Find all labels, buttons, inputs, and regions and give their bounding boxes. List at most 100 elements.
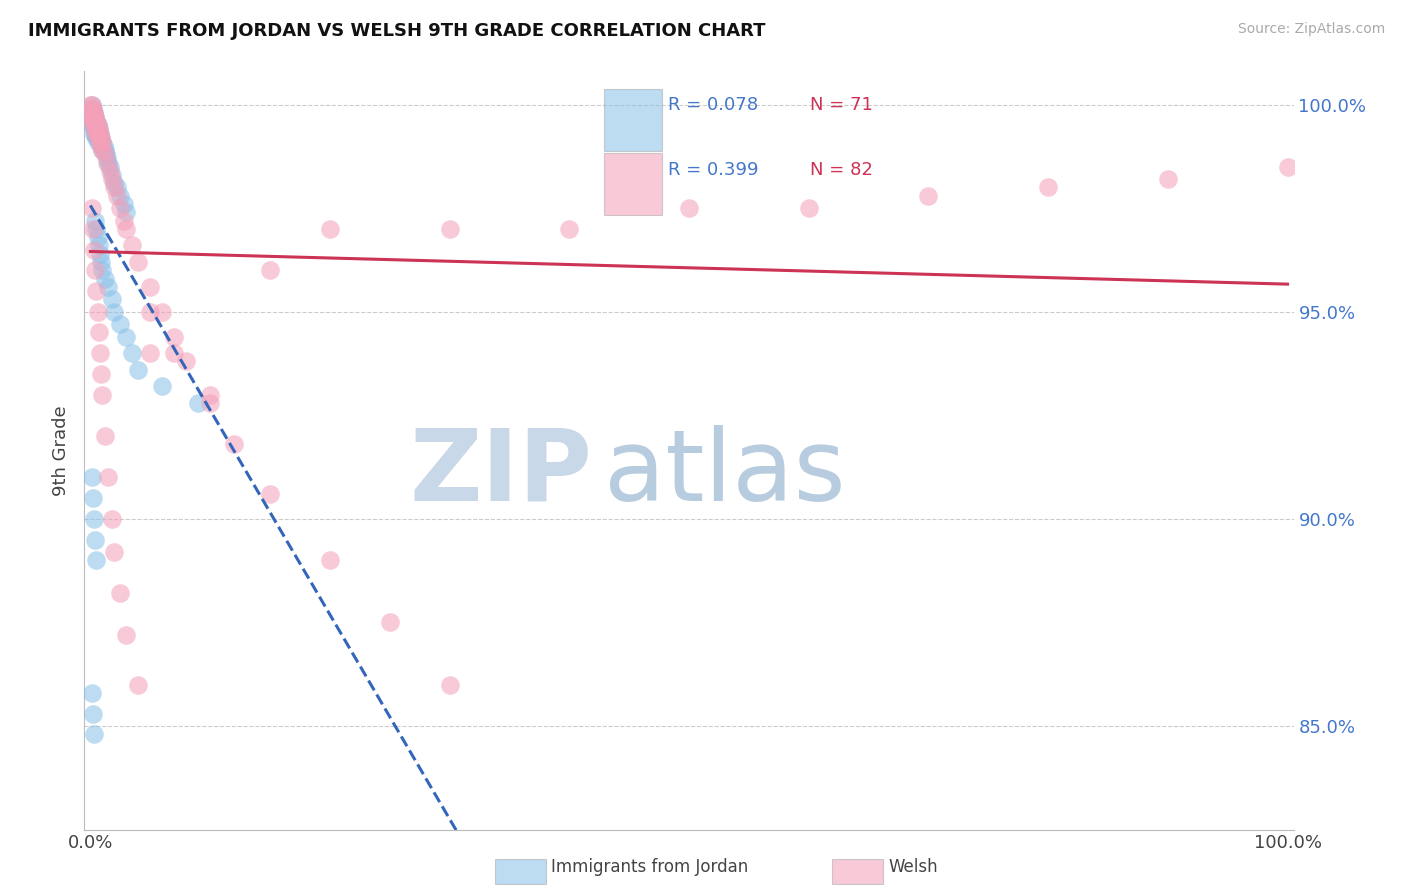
Point xyxy=(80,470,103,484)
Point xyxy=(90,139,112,153)
Point xyxy=(83,110,105,124)
Point xyxy=(82,706,104,721)
Point xyxy=(94,147,117,161)
Point xyxy=(97,280,120,294)
Text: N = 82: N = 82 xyxy=(810,161,873,178)
Point xyxy=(259,487,281,501)
Point xyxy=(82,114,104,128)
Point xyxy=(83,122,105,136)
Point xyxy=(174,354,197,368)
Point xyxy=(110,188,132,202)
Point xyxy=(93,271,115,285)
Point xyxy=(84,110,107,124)
Point xyxy=(89,346,111,360)
Text: ZIP: ZIP xyxy=(409,425,592,522)
Point xyxy=(82,491,104,505)
Point xyxy=(87,326,110,340)
Point xyxy=(82,110,104,124)
Point xyxy=(87,122,110,136)
Text: atlas: atlas xyxy=(605,425,846,522)
Point xyxy=(79,97,101,112)
Point xyxy=(1277,160,1299,174)
Point xyxy=(93,143,115,157)
Point xyxy=(127,677,149,691)
Point xyxy=(84,118,107,132)
Point xyxy=(89,135,111,149)
Point xyxy=(96,152,118,166)
Point xyxy=(101,168,124,182)
Point xyxy=(82,105,104,120)
Point xyxy=(84,110,107,124)
Point xyxy=(105,180,128,194)
Point xyxy=(80,102,103,116)
Point xyxy=(84,263,107,277)
Point xyxy=(115,329,138,343)
Point xyxy=(319,222,342,236)
Point xyxy=(89,135,111,149)
Point xyxy=(86,304,108,318)
Point xyxy=(82,118,104,132)
Point xyxy=(86,127,108,141)
Point xyxy=(86,135,108,149)
Point xyxy=(121,238,143,252)
Point xyxy=(86,122,108,136)
Point xyxy=(83,512,105,526)
Point xyxy=(319,553,342,567)
Point xyxy=(110,586,132,600)
Point xyxy=(80,105,103,120)
Point xyxy=(378,615,401,630)
Point xyxy=(91,143,114,157)
Point xyxy=(558,222,581,236)
Point xyxy=(80,110,103,124)
Point xyxy=(187,396,209,410)
Point xyxy=(82,105,104,120)
Point xyxy=(139,346,162,360)
Point xyxy=(1157,172,1180,186)
Text: R = 0.078: R = 0.078 xyxy=(668,96,758,114)
Point xyxy=(89,127,111,141)
Point xyxy=(80,110,103,124)
Point xyxy=(87,122,110,136)
Point xyxy=(91,135,114,149)
Point xyxy=(112,213,135,227)
Point xyxy=(80,686,103,700)
Point xyxy=(83,114,105,128)
Point xyxy=(83,114,105,128)
Point xyxy=(83,105,105,120)
Point xyxy=(80,105,103,120)
Point xyxy=(82,110,104,124)
Point xyxy=(110,317,132,331)
Point xyxy=(98,160,121,174)
Point xyxy=(80,102,103,116)
Point xyxy=(91,135,114,149)
FancyBboxPatch shape xyxy=(605,89,662,151)
Point xyxy=(80,97,103,112)
Point xyxy=(80,118,103,132)
Point xyxy=(90,139,112,153)
Point xyxy=(82,114,104,128)
Point xyxy=(84,127,107,141)
Point xyxy=(90,367,112,381)
Point xyxy=(150,304,173,318)
Point xyxy=(127,362,149,376)
Text: IMMIGRANTS FROM JORDAN VS WELSH 9TH GRADE CORRELATION CHART: IMMIGRANTS FROM JORDAN VS WELSH 9TH GRAD… xyxy=(28,22,766,40)
Text: R = 0.399: R = 0.399 xyxy=(668,161,759,178)
Point xyxy=(87,130,110,145)
Point xyxy=(89,246,111,260)
Point xyxy=(96,155,118,169)
Point xyxy=(86,118,108,132)
Point xyxy=(87,130,110,145)
Point xyxy=(121,346,143,360)
Point xyxy=(90,130,112,145)
Point xyxy=(93,139,115,153)
Point xyxy=(917,188,939,202)
Point xyxy=(97,155,120,169)
Point xyxy=(103,545,125,559)
Point xyxy=(101,172,124,186)
Point xyxy=(91,387,114,401)
Point xyxy=(115,205,138,219)
FancyBboxPatch shape xyxy=(605,153,662,216)
Point xyxy=(83,118,105,132)
Point xyxy=(89,127,111,141)
Point xyxy=(86,122,108,136)
